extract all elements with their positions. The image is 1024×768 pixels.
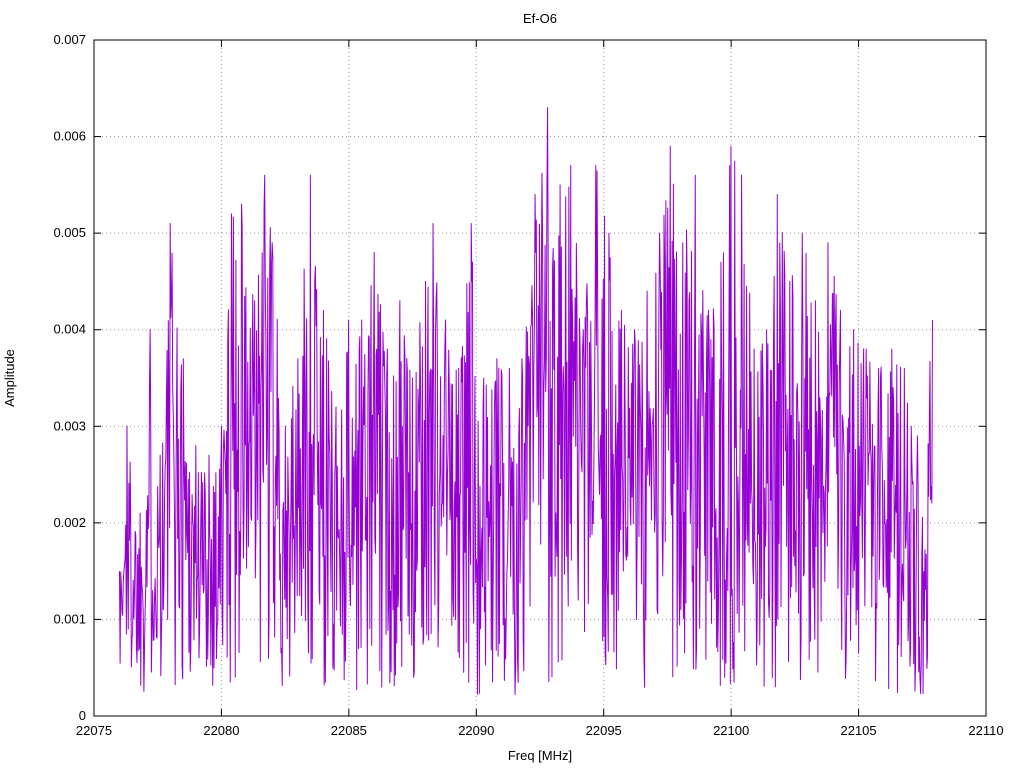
y-tick-label: 0.001 [53,611,86,626]
y-tick-label: 0.004 [53,322,86,337]
x-axis-label: Freq [MHz] [508,748,572,763]
x-tick-label: 22105 [840,723,876,738]
x-tick-label: 22095 [586,723,622,738]
x-tick-label: 22075 [76,723,112,738]
x-tick-labels: 22075 22080 22085 22090 22095 22100 22105 22110 [76,723,1004,738]
y-tick-label: 0.002 [53,515,86,530]
series-line-ef-o6 [118,107,933,695]
y-tick-label: 0.003 [53,418,86,433]
x-tick-label: 22085 [331,723,367,738]
x-tick-label: 22090 [458,723,494,738]
x-tick-label: 22110 [968,723,1003,738]
x-tick-label: 22100 [713,723,749,738]
y-tick-label: 0.006 [53,129,86,144]
y-tick-labels: 0 0.001 0.002 0.003 0.004 0.005 0.006 0.007 [53,32,86,723]
y-axis-label: Amplitude [2,349,17,407]
y-tick-label: 0 [79,708,86,723]
x-tick-label: 22080 [203,723,239,738]
y-tick-label: 0.007 [53,32,86,47]
plot-border [93,39,987,717]
y-tick-label: 0.005 [53,225,86,240]
chart-title: Ef-O6 [523,11,557,26]
